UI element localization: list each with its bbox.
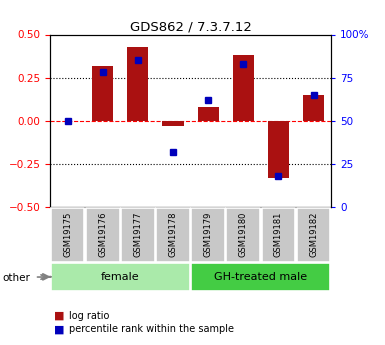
Bar [51, 208, 84, 262]
Bar [121, 208, 155, 262]
Bar [233, 55, 254, 121]
Text: GSM19176: GSM19176 [98, 212, 107, 257]
Bar [156, 208, 190, 262]
Bar [127, 47, 148, 121]
Bar [191, 263, 330, 291]
Text: female: female [101, 272, 140, 282]
Text: GSM19181: GSM19181 [274, 212, 283, 257]
Text: ■: ■ [54, 325, 64, 334]
Text: GSM19182: GSM19182 [309, 212, 318, 257]
Bar [92, 66, 113, 121]
Text: GSM19179: GSM19179 [204, 212, 213, 257]
Text: ■: ■ [54, 311, 64, 321]
Text: GSM19178: GSM19178 [169, 212, 177, 257]
Bar [191, 208, 225, 262]
Text: GSM19180: GSM19180 [239, 212, 248, 257]
Title: GDS862 / 7.3.7.12: GDS862 / 7.3.7.12 [130, 20, 251, 33]
Bar [226, 208, 260, 262]
Text: GSM19177: GSM19177 [133, 212, 142, 257]
Text: GSM19175: GSM19175 [63, 212, 72, 257]
Text: other: other [2, 273, 30, 283]
Text: log ratio: log ratio [69, 311, 109, 321]
Bar [297, 208, 330, 262]
Bar [261, 208, 295, 262]
Bar [303, 95, 324, 121]
Bar [198, 107, 219, 121]
Text: GH-treated male: GH-treated male [214, 272, 307, 282]
Bar [86, 208, 120, 262]
Bar [162, 121, 184, 126]
Bar [268, 121, 289, 178]
Text: percentile rank within the sample: percentile rank within the sample [69, 325, 234, 334]
Bar [51, 263, 190, 291]
